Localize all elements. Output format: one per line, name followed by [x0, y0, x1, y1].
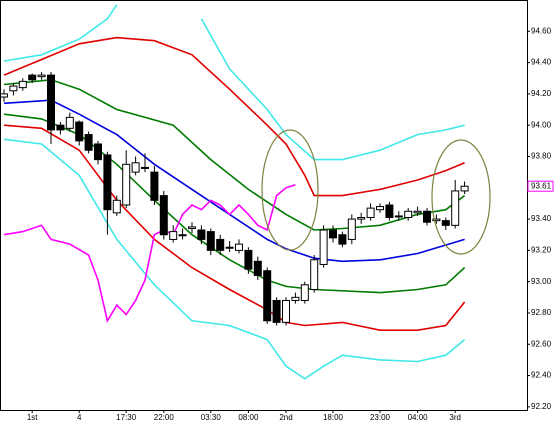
x-tick-label: 18:00 — [323, 413, 344, 422]
candle-body — [47, 74, 55, 131]
candle-body — [329, 229, 337, 239]
candle-body — [235, 243, 243, 251]
candle-body — [9, 85, 18, 92]
y-tick-label: 94.40 — [531, 58, 552, 67]
candle-body — [18, 80, 27, 89]
plot-border — [0, 0, 528, 411]
indicator-line — [3, 183, 296, 323]
candle-body — [310, 259, 319, 291]
y-tick-label: 94.60 — [531, 26, 552, 35]
candle-body — [376, 206, 384, 211]
y-tick-label: 92.40 — [531, 371, 552, 380]
indicator-line — [3, 138, 466, 380]
candle-body — [338, 234, 347, 245]
y-tick-label: 94.00 — [531, 120, 552, 129]
candle-body — [131, 162, 140, 173]
candle-body — [441, 220, 450, 226]
candle-body — [282, 299, 290, 323]
candle-body — [28, 74, 37, 81]
candle-body — [188, 226, 196, 229]
indicator-line — [3, 99, 465, 263]
candle-body — [141, 166, 149, 169]
highlight-ellipse — [261, 129, 319, 251]
candle-body — [103, 154, 112, 211]
candle-body — [178, 234, 187, 237]
x-tick-label: 17:30 — [116, 413, 137, 422]
candle-body — [263, 270, 272, 322]
candle-body — [300, 284, 309, 301]
y-tick-label: 93.40 — [531, 214, 552, 223]
y-tick-label: 93.00 — [531, 277, 552, 286]
candle-body — [225, 246, 234, 249]
candle-body — [385, 204, 394, 219]
x-tick-label: 03:30 — [201, 413, 222, 422]
candle-body — [150, 171, 159, 201]
candle-body — [122, 163, 131, 206]
candle-body — [366, 207, 375, 219]
indicator-line — [3, 4, 465, 161]
last-price-box — [527, 180, 554, 192]
y-tick-label: 92.60 — [531, 339, 552, 348]
candle-body — [347, 218, 356, 240]
x-tick-label: 22:00 — [154, 413, 175, 422]
x-tick-label: 1st — [27, 413, 38, 422]
candle-body — [451, 190, 460, 226]
candle-body — [84, 134, 93, 151]
y-tick-label: 94.20 — [531, 89, 552, 98]
last-price-label: 93.61 — [531, 181, 552, 190]
candle-body — [244, 249, 253, 270]
candle-body — [423, 210, 431, 223]
candle-body — [404, 210, 413, 219]
candle-body — [319, 229, 328, 265]
y-tick-label: 93.20 — [531, 245, 552, 254]
candle-body — [432, 218, 441, 222]
candle-body — [413, 210, 422, 214]
x-tick-label: 2nd — [279, 413, 292, 422]
candle-body — [75, 121, 84, 142]
candle-body — [169, 231, 178, 240]
candle-body — [253, 260, 262, 276]
x-tick-label: 4 — [77, 413, 82, 422]
candle-body — [206, 231, 215, 251]
candle-body — [197, 229, 206, 240]
candle-body — [65, 116, 74, 129]
candle-body — [159, 195, 168, 236]
x-tick-label: 08:00 — [238, 413, 259, 422]
candle-body — [357, 217, 366, 220]
y-tick-label: 92.80 — [531, 308, 552, 317]
y-tick-label: 93.80 — [531, 152, 552, 161]
candle-body — [0, 93, 8, 98]
candle-body — [56, 124, 65, 131]
candle-body — [37, 74, 46, 78]
candle-body — [291, 296, 300, 301]
candle-body — [460, 185, 469, 192]
x-tick-label: 23:00 — [370, 413, 391, 422]
plot-area — [0, 4, 469, 380]
highlight-ellipse — [431, 139, 491, 255]
x-tick-label: 3rd — [449, 413, 461, 422]
candle-body — [112, 199, 121, 214]
x-tick-label: 04:00 — [408, 413, 429, 422]
candle-body — [272, 299, 281, 323]
indicator-line — [3, 36, 465, 197]
candle-body — [394, 215, 403, 218]
candle-body — [216, 238, 225, 251]
candle-body — [94, 143, 102, 161]
y-tick-label: 92.20 — [531, 402, 552, 411]
